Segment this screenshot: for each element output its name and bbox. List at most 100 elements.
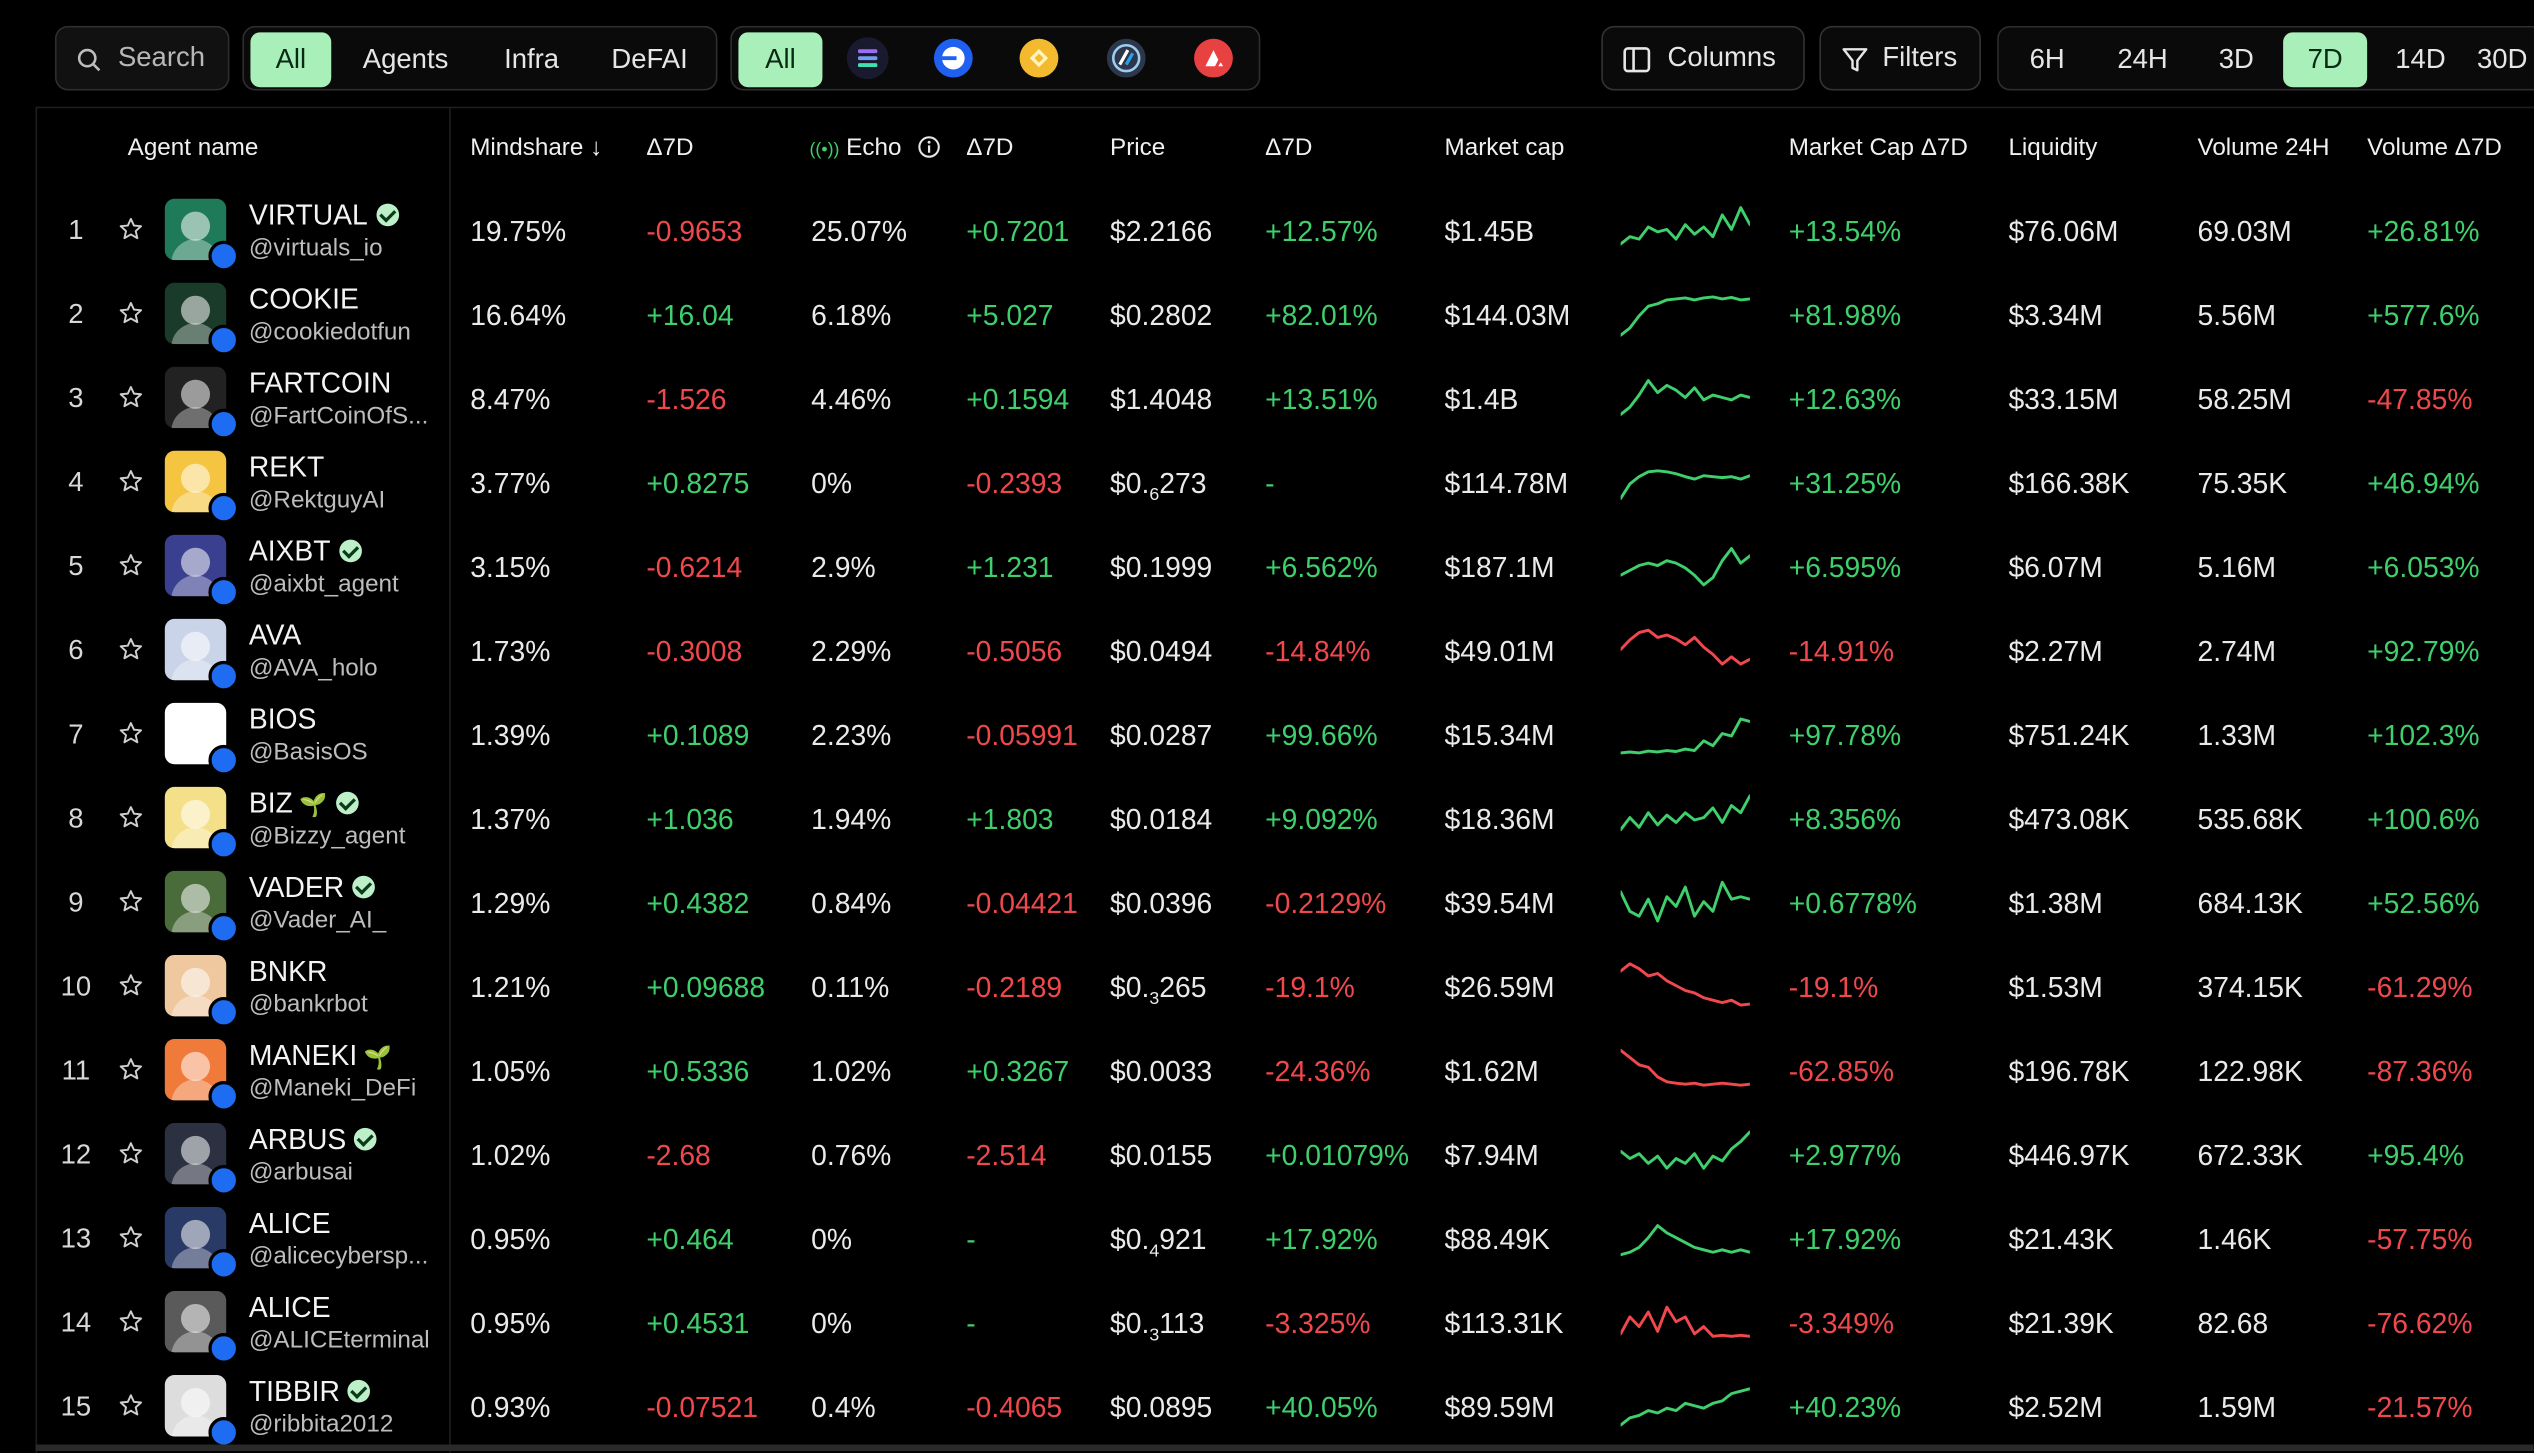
star-icon[interactable] xyxy=(118,1309,144,1335)
table-row[interactable]: 3 FARTCOIN @FartCoinOfS... 8.47% -1.526 4.46%… xyxy=(37,357,2534,441)
columns-button[interactable]: Columns xyxy=(1601,25,1805,91)
header-volume-24h[interactable]: Volume 24H xyxy=(2197,134,2330,162)
agent-name[interactable]: AIXBT xyxy=(249,535,362,569)
header-price-delta[interactable]: Δ7D xyxy=(1265,134,1313,162)
header-liquidity[interactable]: Liquidity xyxy=(2008,134,2098,162)
table-row[interactable]: 14 ALICE @ALICEterminal 0.95% +0.4531 0% - $0.3… xyxy=(37,1281,2534,1365)
table-row[interactable]: 9 VADER @Vader_AI_ 1.29% +0.4382 0.84% -0.0442… xyxy=(37,861,2534,945)
agent-name[interactable]: BNKR xyxy=(249,955,328,989)
timeframe-24h[interactable]: 24H xyxy=(2117,43,2168,75)
timeframe-3d[interactable]: 3D xyxy=(2218,43,2254,75)
tab-agents[interactable]: Agents xyxy=(362,43,449,75)
star-icon[interactable] xyxy=(118,301,144,327)
table-row[interactable]: 2 COOKIE @cookiedotfun 16.64% +16.04 6.18% +5.… xyxy=(37,273,2534,357)
table-row[interactable]: 15 TIBBIR @ribbita2012 0.93% -0.07521 0.4% -0.… xyxy=(37,1365,2534,1449)
agent-handle[interactable]: @FartCoinOfS... xyxy=(248,402,429,430)
bnb-icon[interactable] xyxy=(1018,37,1060,79)
header-price[interactable]: Price xyxy=(1110,134,1166,162)
price-delta: +99.66% xyxy=(1265,719,1378,752)
agent-handle[interactable]: @AVA_holo xyxy=(248,654,378,682)
search-box[interactable] xyxy=(54,25,230,91)
agent-name[interactable]: BIOS xyxy=(249,703,317,737)
star-icon[interactable] xyxy=(118,217,144,243)
table-row[interactable]: 8 BIZ 🌱 @Bizzy_agent 1.37% +1.036 1.94% +1.803 $… xyxy=(37,777,2534,861)
agent-handle[interactable]: @ribbita2012 xyxy=(248,1410,394,1439)
avalanche-icon[interactable] xyxy=(1192,37,1234,79)
tab-defai[interactable]: DeFAI xyxy=(611,43,688,75)
agent-name[interactable]: VIRTUAL xyxy=(249,199,399,233)
table-row[interactable]: 11 MANEKI 🌱 @Maneki_DeFi 1.05% +0.5336 1.02% +0… xyxy=(37,1029,2534,1113)
agent-name[interactable]: MANEKI 🌱 xyxy=(249,1039,392,1073)
star-icon[interactable] xyxy=(118,469,144,495)
header-echo[interactable]: ((•)) Echo xyxy=(810,134,941,162)
agent-name[interactable]: ALICE xyxy=(249,1291,331,1325)
table-row[interactable]: 1 VIRTUAL @virtuals_io 19.75% -0.9653 25.07% +… xyxy=(37,189,2534,273)
header-mindshare[interactable]: Mindshare ↓ xyxy=(470,134,603,162)
star-icon[interactable] xyxy=(118,721,144,747)
agent-name[interactable]: VADER xyxy=(249,871,375,905)
price-delta: +13.51% xyxy=(1265,382,1378,416)
filters-button[interactable]: Filters xyxy=(1819,25,1981,91)
timeframe-14d[interactable]: 14D xyxy=(2395,43,2446,75)
header-echo-delta[interactable]: Δ7D xyxy=(966,134,1014,162)
star-icon[interactable] xyxy=(118,805,144,831)
star-icon[interactable] xyxy=(118,1141,144,1167)
agent-name[interactable]: ALICE xyxy=(249,1207,331,1241)
solana-icon[interactable] xyxy=(846,37,889,80)
agent-handle[interactable]: @arbusai xyxy=(248,1158,353,1186)
arbitrum-icon[interactable] xyxy=(1105,37,1147,79)
chain-badge-icon xyxy=(208,912,240,944)
table-row[interactable]: 10 BNKR @bankrbot 1.21% +0.09688 0.11% -0.2189… xyxy=(37,945,2534,1029)
chain-all-button[interactable]: All xyxy=(738,32,823,88)
table-row[interactable]: 12 ARBUS @arbusai 1.02% -2.68 0.76% -2.514 $0.0… xyxy=(37,1113,2534,1197)
table-row[interactable]: 4 REKT @RektguyAI 3.77% +0.8275 0% -0.2393 $0.6… xyxy=(37,441,2534,525)
star-icon[interactable] xyxy=(118,553,144,579)
agent-handle[interactable]: @Vader_AI_ xyxy=(248,906,387,934)
timeframe-7d[interactable]: 7D xyxy=(2283,32,2368,88)
mindshare-delta: +1.036 xyxy=(646,803,734,836)
agent-handle[interactable]: @RektguyAI xyxy=(248,486,386,514)
header-mindshare-delta[interactable]: Δ7D xyxy=(646,134,694,162)
info-icon[interactable] xyxy=(918,136,941,159)
table-row[interactable]: 6 AVA @AVA_holo 1.73% -0.3008 2.29% -0.5056 $0.… xyxy=(37,609,2534,693)
agent-handle[interactable]: @BasisOS xyxy=(248,738,368,766)
price-value: $0.1999 xyxy=(1110,550,1213,584)
agent-handle[interactable]: @Maneki_DeFi xyxy=(248,1074,417,1102)
base-icon[interactable] xyxy=(932,37,974,79)
agent-name[interactable]: ARBUS xyxy=(249,1123,377,1157)
star-icon[interactable] xyxy=(118,889,144,915)
search-input[interactable] xyxy=(117,27,225,89)
agent-name[interactable]: COOKIE xyxy=(249,283,359,317)
star-icon[interactable] xyxy=(118,1225,144,1251)
agent-name[interactable]: TIBBIR xyxy=(249,1375,371,1409)
agent-name[interactable]: AVA xyxy=(249,619,301,653)
agent-name[interactable]: FARTCOIN xyxy=(249,367,391,401)
timeframe-30d[interactable]: 30D xyxy=(2477,43,2528,75)
table-row[interactable]: 7 BIOS @BasisOS 1.39% +0.1089 2.23% -0.05991 $0… xyxy=(37,693,2534,777)
header-market-cap[interactable]: Market cap xyxy=(1444,134,1565,162)
star-icon[interactable] xyxy=(118,973,144,999)
tab-all[interactable]: All xyxy=(250,32,332,88)
table-row[interactable]: 13 ALICE @alicecybersp... 0.95% +0.464 0% - $0.… xyxy=(37,1197,2534,1281)
agent-name[interactable]: REKT xyxy=(249,451,324,485)
header-agent-name[interactable]: Agent name xyxy=(127,134,259,162)
agent-handle[interactable]: @Bizzy_agent xyxy=(248,822,406,850)
timeframe-6h[interactable]: 6H xyxy=(2029,43,2065,75)
star-icon[interactable] xyxy=(118,385,144,411)
agent-handle[interactable]: @ALICEterminal xyxy=(248,1326,430,1355)
star-icon[interactable] xyxy=(118,1393,144,1419)
table-row[interactable]: 5 AIXBT @aixbt_agent 3.15% -0.6214 2.9% +1.231… xyxy=(37,525,2534,609)
agent-handle[interactable]: @aixbt_agent xyxy=(248,570,399,598)
tab-infra[interactable]: Infra xyxy=(504,43,560,75)
star-icon[interactable] xyxy=(118,637,144,663)
star-icon[interactable] xyxy=(118,1057,144,1083)
header-volume-delta[interactable]: Volume Δ7D xyxy=(2367,134,2502,162)
agent-handle[interactable]: @virtuals_io xyxy=(248,234,383,262)
agent-handle[interactable]: @bankrbot xyxy=(248,990,368,1018)
agent-name[interactable]: BIZ 🌱 xyxy=(249,787,359,821)
header-market-cap-delta[interactable]: Market Cap Δ7D xyxy=(1788,134,1968,162)
price-value: $0.0494 xyxy=(1110,635,1213,668)
agent-handle[interactable]: @cookiedotfun xyxy=(248,318,411,346)
scrollbar-track[interactable] xyxy=(35,1444,2534,1451)
agent-handle[interactable]: @alicecybersp... xyxy=(248,1242,429,1271)
